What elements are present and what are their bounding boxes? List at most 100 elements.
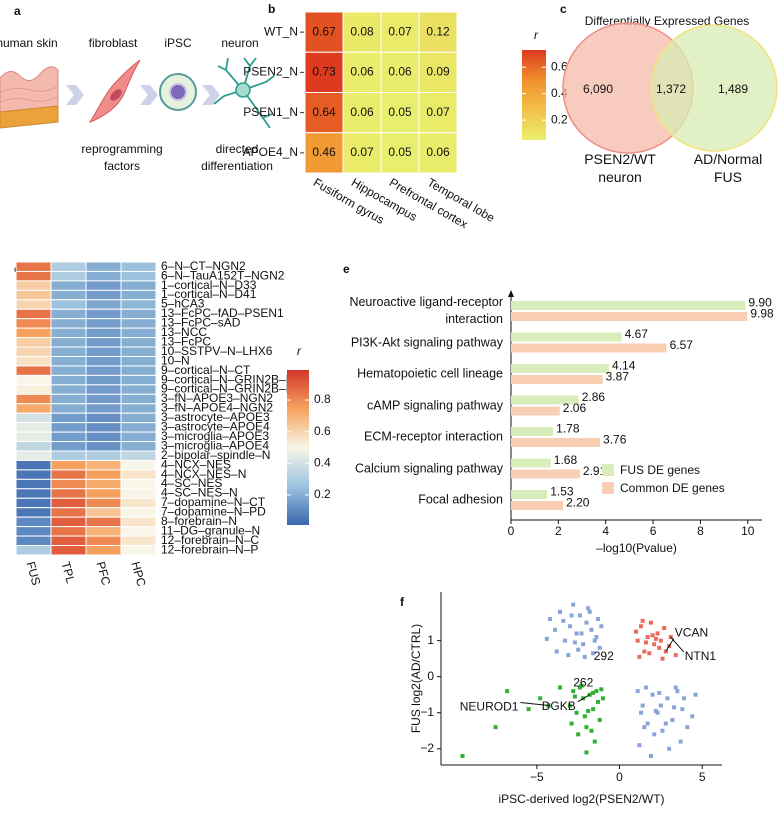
leader-line [665, 638, 675, 652]
heat-cell [120, 356, 157, 367]
point [526, 707, 531, 712]
heat-cell [50, 374, 87, 386]
heat-cell [120, 337, 157, 348]
panel-label: e [343, 262, 350, 276]
row-label: 6–N–CT–NGN2 [161, 259, 246, 273]
row-label: 1–cortical–N–D33 [161, 278, 257, 292]
row-label: 4–NCX–NES [161, 457, 231, 471]
bar [511, 501, 564, 510]
point [594, 689, 599, 694]
bar-value-label: 3.87 [606, 370, 630, 384]
neuron-body [235, 82, 251, 98]
row-label: 13–NCC [161, 325, 207, 339]
heat-cell [15, 393, 52, 405]
row-label: PSEN1_N [243, 105, 298, 119]
row-label: WT_N [264, 24, 298, 38]
heat-cell [120, 365, 157, 376]
heat-cell [15, 261, 52, 272]
heat-cell [85, 441, 122, 452]
heat-cell [15, 280, 52, 291]
bar [511, 332, 622, 342]
heat-cell [120, 497, 157, 509]
x-tick-label: 5 [699, 770, 706, 784]
heat-cell [120, 459, 157, 471]
heat-cell [85, 318, 122, 329]
heat-cell [85, 346, 122, 357]
bar [511, 469, 580, 479]
point [571, 689, 576, 694]
panel-label: a [14, 4, 21, 18]
transition-label: directed [216, 142, 259, 156]
y-tick-label: 0 [427, 669, 434, 683]
row-label: 4–SC–NES [161, 476, 222, 490]
point [596, 699, 601, 704]
cell-value: 0.07 [426, 105, 450, 119]
heat-cell [50, 261, 87, 272]
heat-cell [85, 261, 122, 272]
heat-cell [15, 459, 52, 471]
point [554, 649, 559, 654]
point [650, 692, 655, 697]
point [572, 694, 577, 699]
row-label: APOE4_N [243, 145, 298, 159]
heat-cell [85, 270, 122, 282]
cell-value: 0.46 [312, 145, 336, 159]
heat-cell [15, 318, 52, 329]
heat-cell [85, 384, 122, 395]
heat-cell [85, 478, 122, 490]
column-label: FUS [24, 560, 44, 587]
bar-value-label: 4.67 [625, 327, 649, 341]
heat-cell [85, 450, 122, 461]
row-label: 9–cortical–N–CT [161, 363, 251, 377]
panel-label: c [560, 2, 567, 16]
heat-cell [85, 488, 122, 499]
bar-value-label: 1.68 [554, 453, 578, 467]
colorbar-tick-label: 0.6 [314, 424, 331, 438]
point [658, 703, 663, 708]
category-label: Neuroactive ligand-receptor interaction [349, 295, 503, 326]
row-label: 3–astrocyte–APOE3 [161, 410, 270, 424]
heat-cell [50, 403, 87, 414]
cell-value: 0.12 [426, 24, 450, 38]
heat-cell [50, 289, 87, 301]
stage-label: iPSC [164, 36, 192, 50]
heat-cell [342, 51, 382, 93]
heat-cell [85, 545, 122, 556]
point [639, 624, 644, 629]
heat-cell [50, 507, 87, 518]
leader-line [577, 694, 591, 703]
colorbar-tick-label: 0.8 [314, 392, 331, 406]
heat-cell [120, 545, 157, 556]
colorbar-tick-label: 0.2 [314, 487, 331, 501]
row-label: 7–dopamine–N–CT [161, 495, 266, 509]
point [460, 753, 465, 758]
point [558, 609, 563, 614]
row-label: 11–DG–granule–N [161, 523, 260, 537]
row-label: 3–microglia–APOE3 [161, 429, 269, 443]
venn-set-label: AD/Normal FUS [693, 151, 763, 186]
point [544, 636, 549, 641]
x-tick-label: 0 [508, 524, 515, 538]
heat-cell [85, 356, 122, 367]
point [591, 707, 596, 712]
point [681, 696, 686, 701]
point [640, 618, 645, 623]
bar [511, 343, 667, 353]
panel-label: f [400, 595, 405, 609]
gene-label: VCAN [675, 626, 708, 640]
heat-cell [120, 308, 157, 320]
heat-cell [120, 374, 157, 386]
row-label: 9–cortical–N–GRIN2B–LOF [161, 382, 309, 396]
heat-cell [50, 488, 87, 499]
bar [511, 312, 748, 321]
point [665, 696, 670, 701]
heat-cell [15, 516, 52, 528]
point [643, 685, 648, 690]
heat-cell [120, 270, 157, 282]
heat-cell [50, 327, 87, 339]
heat-cell [85, 393, 122, 405]
heat-cell [120, 450, 157, 461]
category-label: Hematopoietic cell lineage [357, 366, 503, 381]
heat-cell [120, 507, 157, 518]
